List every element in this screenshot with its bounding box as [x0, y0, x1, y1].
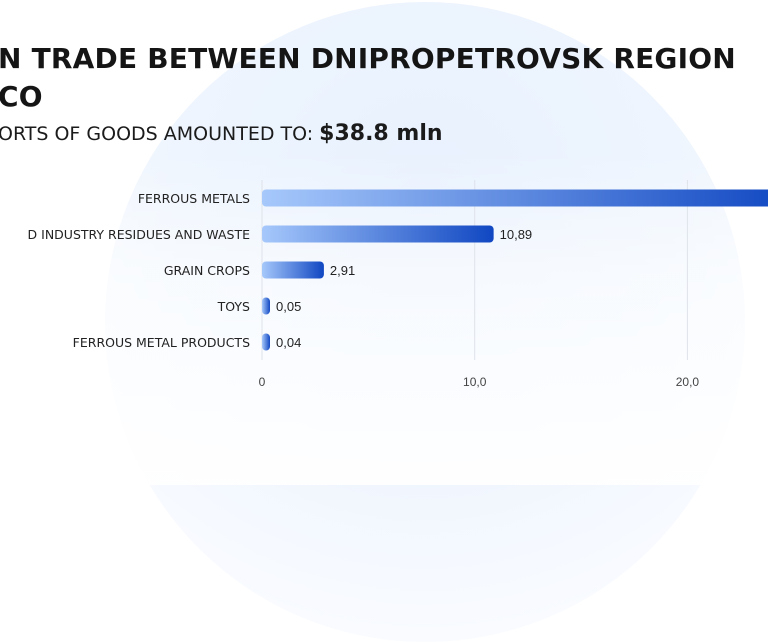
bar-value-label: 0,04	[276, 335, 301, 350]
category-label: FERROUS METAL PRODUCTS	[73, 335, 250, 350]
bar	[262, 297, 270, 315]
labels: 0 10,0 20,0 FERROUS METALS D INDUSTRY RESIDU…	[28, 191, 700, 389]
subtitle-amount: $38.8 mln	[319, 121, 443, 146]
category-label: TOYS	[217, 299, 250, 314]
grid	[261, 180, 688, 360]
category-label: GRAIN CROPS	[164, 263, 250, 278]
bar-value-label: 10,89	[500, 227, 533, 242]
category-label: D INDUSTRY RESIDUES AND WASTE	[28, 227, 251, 242]
bar-value-label: 2,91	[330, 263, 355, 278]
bar	[262, 261, 324, 279]
bar	[262, 225, 494, 243]
subtitle-label: ORTS OF GOODS AMOUNTED TO:	[0, 123, 314, 145]
category-label: FERROUS METALS	[138, 191, 250, 206]
x-tick-label: 10,0	[463, 375, 487, 389]
x-tick-label: 0	[259, 375, 266, 389]
page-title: N TRADE BETWEEN DNIPROPETROVSK REGION CO	[0, 42, 736, 113]
bars	[262, 189, 768, 351]
x-tick-label: 20,0	[676, 375, 700, 389]
bar-chart: 0 10,0 20,0 FERROUS METALS D INDUSTRY RESIDU…	[28, 180, 768, 389]
bar-value-label: 0,05	[276, 299, 301, 314]
bar	[262, 333, 270, 351]
page-subtitle: ORTS OF GOODS AMOUNTED TO: $38.8 mln	[0, 121, 443, 146]
bar	[262, 189, 768, 207]
